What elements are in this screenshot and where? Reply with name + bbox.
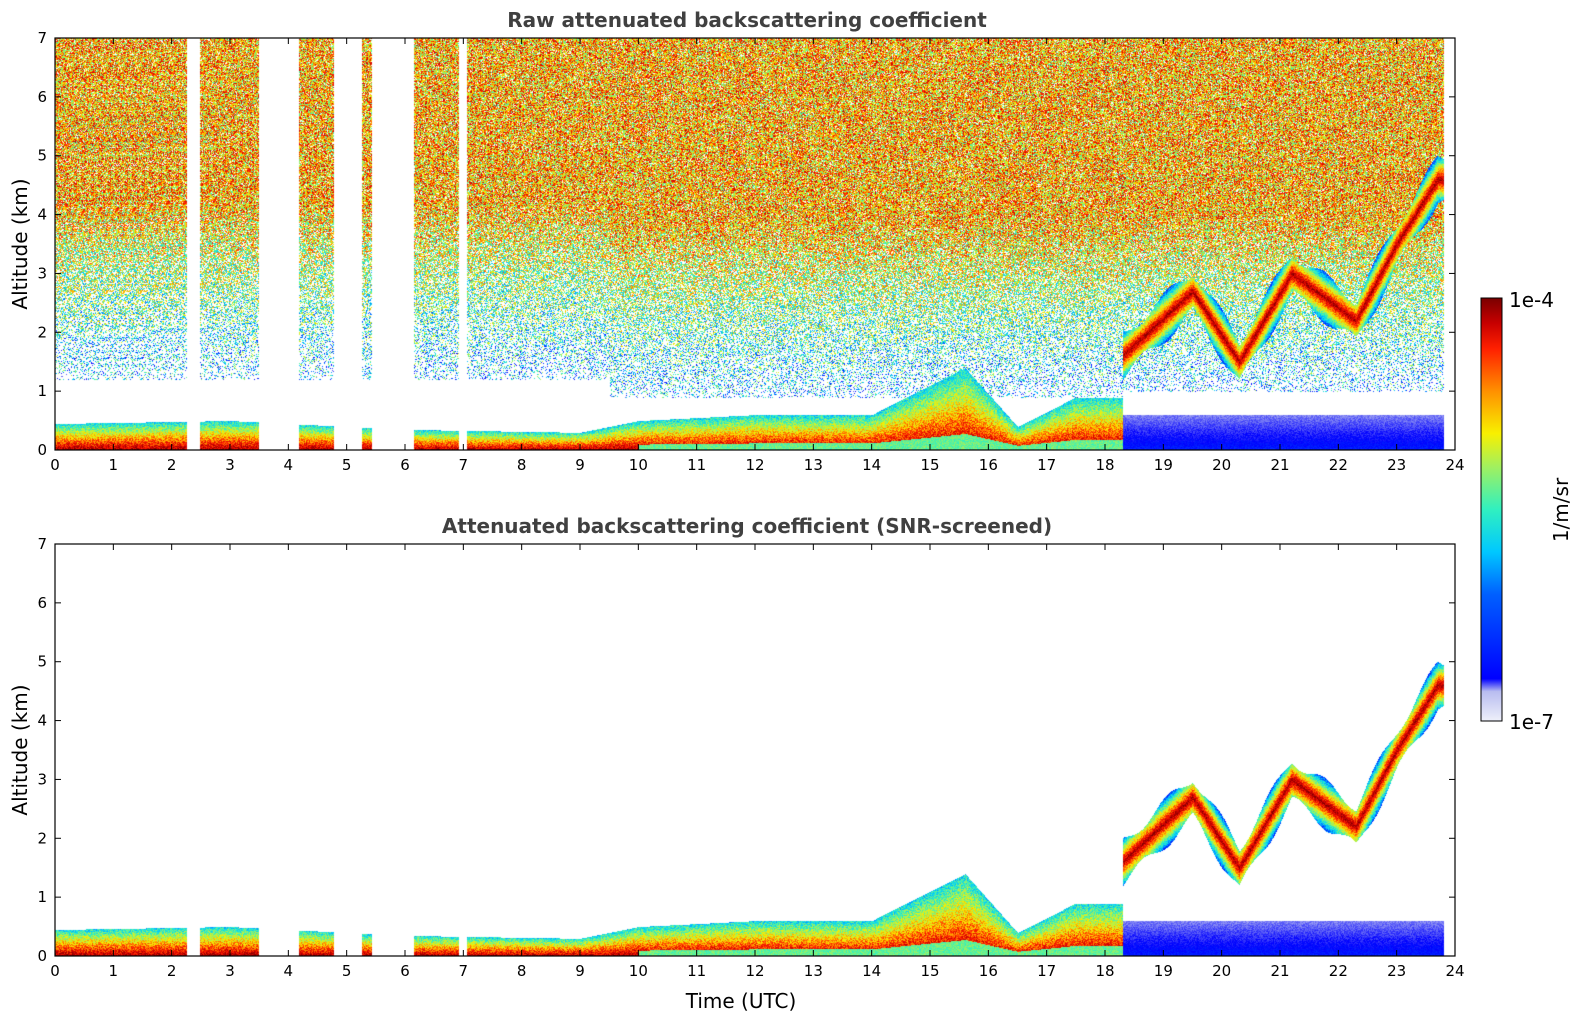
x-tick-label: 0 bbox=[50, 456, 60, 474]
x-tick-label: 7 bbox=[459, 456, 469, 474]
x-tick-label: 10 bbox=[629, 456, 648, 474]
x-tick-label: 5 bbox=[342, 456, 352, 474]
y-axis-label: Altitude (km) bbox=[8, 684, 32, 815]
x-tick-labels: 0 1 2 3 4 5 6 7 8 9 10 11 12 13 14 15 16 17 18 19 20 21 22 23 24 bbox=[50, 544, 1465, 980]
heatmap-image bbox=[55, 38, 1455, 450]
y-tick-labels: 0 1 2 3 4 5 6 7 bbox=[37, 29, 1455, 459]
x-tick-label: 1 bbox=[109, 456, 119, 474]
x-tick-label: 8 bbox=[517, 456, 527, 474]
colorbar-gradient bbox=[1480, 297, 1503, 722]
x-tick-label: 11 bbox=[687, 456, 706, 474]
x-tick-label: 16 bbox=[979, 962, 998, 980]
y-tick-label: 7 bbox=[37, 535, 47, 553]
y-axis-label: Altitude (km) bbox=[8, 178, 32, 309]
x-tick-label: 19 bbox=[1154, 456, 1173, 474]
x-axis-label: Time (UTC) bbox=[685, 989, 797, 1013]
x-tick-label: 4 bbox=[284, 962, 294, 980]
snr-screened-panel: Attenuated backscattering coefficient (S… bbox=[8, 514, 1465, 1013]
y-tick-label: 3 bbox=[37, 770, 47, 788]
y-tick-label: 7 bbox=[37, 29, 47, 47]
x-tick-labels: 0 1 2 3 4 5 6 7 8 9 10 11 12 13 14 15 16 17 18 19 20 21 22 23 24 bbox=[50, 38, 1465, 474]
x-tick-label: 0 bbox=[50, 962, 60, 980]
x-tick-label: 23 bbox=[1387, 456, 1406, 474]
heatmap-raster bbox=[55, 544, 1455, 956]
x-tick-label: 21 bbox=[1270, 962, 1289, 980]
colorbar-unit-label: 1/m/sr bbox=[1549, 477, 1573, 542]
x-tick-label: 8 bbox=[517, 962, 527, 980]
x-tick-label: 12 bbox=[745, 962, 764, 980]
x-tick-label: 14 bbox=[862, 962, 881, 980]
x-tick-label: 2 bbox=[167, 456, 177, 474]
x-tick-label: 2 bbox=[167, 962, 177, 980]
x-tick-label: 24 bbox=[1445, 456, 1464, 474]
x-tick-label: 17 bbox=[1037, 962, 1056, 980]
x-tick-label: 16 bbox=[979, 456, 998, 474]
y-tick-label: 4 bbox=[37, 206, 47, 224]
y-tick-label: 2 bbox=[37, 829, 47, 847]
y-tick-label: 5 bbox=[37, 653, 47, 671]
x-tick-label: 21 bbox=[1270, 456, 1289, 474]
x-tick-label: 6 bbox=[400, 456, 410, 474]
x-tick-label: 15 bbox=[920, 456, 939, 474]
y-tick-label: 0 bbox=[37, 441, 47, 459]
y-tick-label: 4 bbox=[37, 712, 47, 730]
x-tick-label: 7 bbox=[459, 962, 469, 980]
x-tick-label: 4 bbox=[284, 456, 294, 474]
x-tick-label: 13 bbox=[804, 456, 823, 474]
x-tick-label: 11 bbox=[687, 962, 706, 980]
x-tick-label: 9 bbox=[575, 456, 585, 474]
x-tick-label: 22 bbox=[1329, 962, 1348, 980]
y-tick-labels: 0 1 2 3 4 5 6 7 bbox=[37, 535, 1455, 965]
heatmap-raster bbox=[55, 38, 1455, 450]
x-tick-label: 20 bbox=[1212, 456, 1231, 474]
x-tick-label: 1 bbox=[109, 962, 119, 980]
colorbar: 1e-4 1e-7 1/m/sr bbox=[1480, 288, 1573, 734]
colorbar-max-label: 1e-4 bbox=[1509, 288, 1554, 312]
x-tick-label: 18 bbox=[1095, 962, 1114, 980]
x-tick-label: 6 bbox=[400, 962, 410, 980]
y-tick-label: 5 bbox=[37, 147, 47, 165]
x-tick-label: 17 bbox=[1037, 456, 1056, 474]
y-tick-label: 1 bbox=[37, 382, 47, 400]
chart-title: Raw attenuated backscattering coefficien… bbox=[507, 8, 987, 32]
x-tick-label: 3 bbox=[225, 456, 235, 474]
x-tick-label: 18 bbox=[1095, 456, 1114, 474]
chart-title: Attenuated backscattering coefficient (S… bbox=[442, 514, 1052, 538]
x-tick-label: 3 bbox=[225, 962, 235, 980]
y-tick-label: 2 bbox=[37, 323, 47, 341]
heatmap-image bbox=[55, 544, 1455, 956]
colorbar-min-label: 1e-7 bbox=[1509, 710, 1554, 734]
x-tick-label: 14 bbox=[862, 456, 881, 474]
x-tick-label: 5 bbox=[342, 962, 352, 980]
y-tick-label: 6 bbox=[37, 594, 47, 612]
x-tick-label: 10 bbox=[629, 962, 648, 980]
x-tick-label: 12 bbox=[745, 456, 764, 474]
y-tick-label: 1 bbox=[37, 888, 47, 906]
x-tick-label: 9 bbox=[575, 962, 585, 980]
y-tick-label: 0 bbox=[37, 947, 47, 965]
x-tick-label: 24 bbox=[1445, 962, 1464, 980]
y-tick-label: 3 bbox=[37, 264, 47, 282]
x-tick-label: 13 bbox=[804, 962, 823, 980]
raw-backscatter-panel: Raw attenuated backscattering coefficien… bbox=[8, 8, 1465, 474]
x-tick-label: 22 bbox=[1329, 456, 1348, 474]
x-tick-label: 19 bbox=[1154, 962, 1173, 980]
x-tick-label: 23 bbox=[1387, 962, 1406, 980]
x-tick-label: 20 bbox=[1212, 962, 1231, 980]
y-tick-label: 6 bbox=[37, 88, 47, 106]
x-tick-label: 15 bbox=[920, 962, 939, 980]
